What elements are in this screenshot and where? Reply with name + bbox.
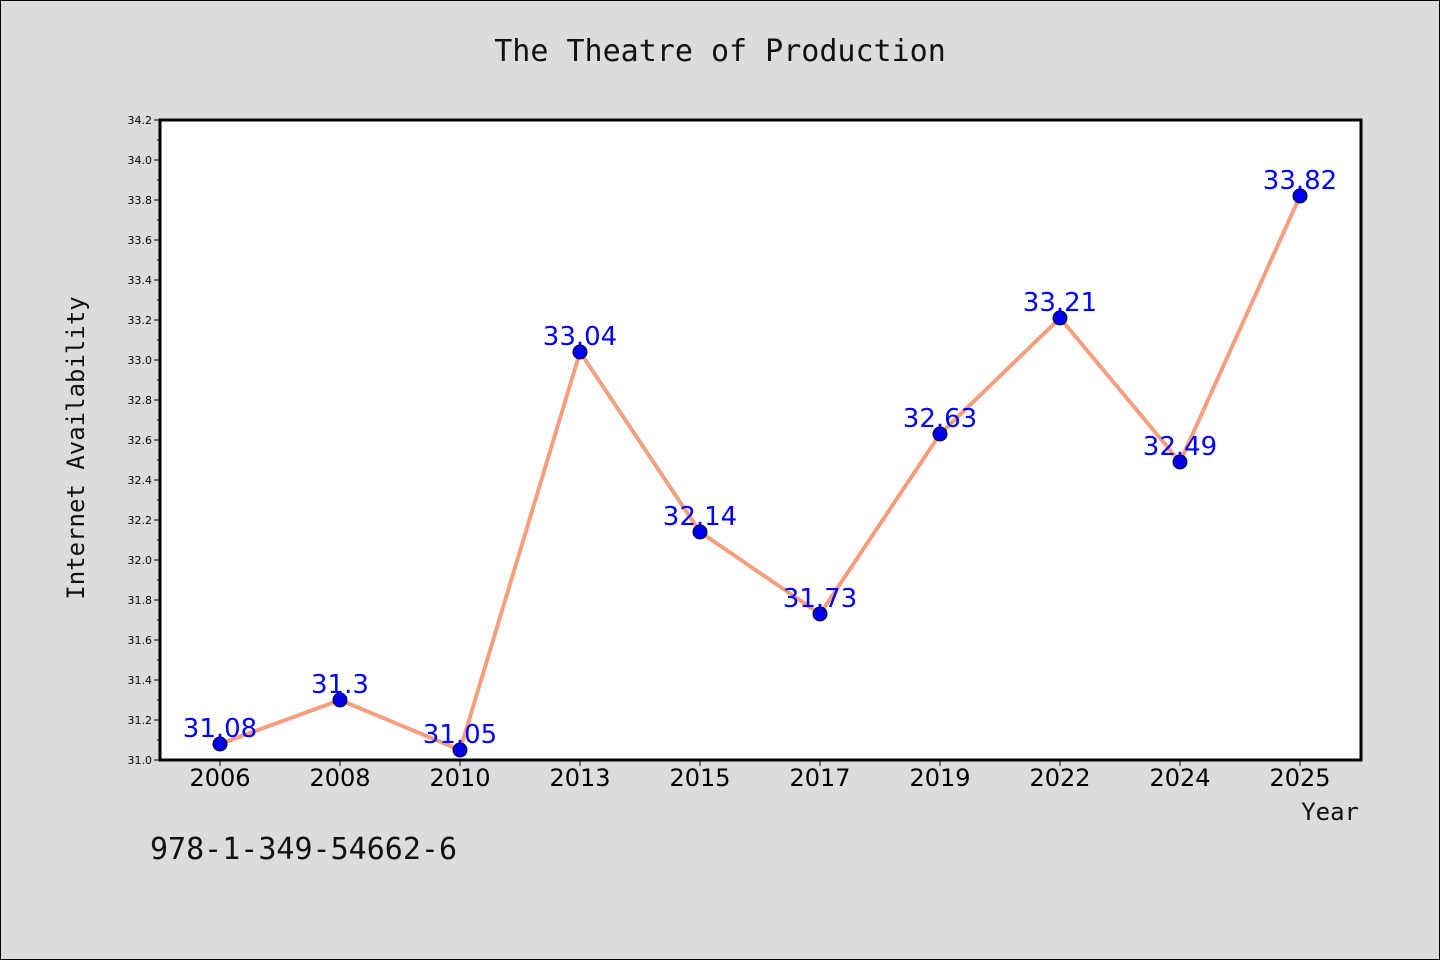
data-point [812,606,828,622]
y-tick-label: 32.8 [128,394,153,407]
data-point [1292,188,1308,204]
y-tick-label: 31.0 [128,754,153,767]
y-tick-label: 32.2 [128,514,153,527]
y-tick-label: 34.0 [128,154,153,167]
data-label: 32.63 [903,404,977,434]
data-point [1052,310,1068,326]
y-tick-label: 31.2 [128,714,153,727]
footer-isbn: 978-1-349-54662-6 [150,832,458,867]
y-tick-label: 32.4 [128,474,153,487]
x-axis: 2006 2008 2010 2013 2015 2017 2019 2022 2024 2025 [189,760,1331,792]
x-tick-label: 2019 [909,764,970,792]
x-tick-label: 2024 [1149,764,1210,792]
x-tick-label: 2022 [1029,764,1090,792]
y-tick-label: 33.4 [128,274,153,287]
data-label: 31.08 [183,714,257,744]
data-label: 32.49 [1143,432,1217,462]
chart-title: The Theatre of Production [494,34,946,69]
data-label: 31.3 [311,670,369,700]
x-axis-label: Year [1301,798,1359,826]
y-tick-label: 33.2 [128,314,153,327]
y-tick-label: 31.8 [128,594,153,607]
y-axis: 31.0 31.2 31.4 31.6 31.8 32.0 32.2 32.4 32.6 32.8… [128,114,160,767]
x-tick-label: 2006 [189,764,250,792]
data-point [932,426,948,442]
data-label: 33.21 [1023,288,1097,318]
x-tick-label: 2025 [1269,764,1330,792]
data-label: 31.05 [423,720,497,750]
data-point [572,344,588,360]
x-tick-label: 2008 [309,764,370,792]
data-label: 32.14 [663,502,737,532]
series: 31.08 31.3 31.05 33.04 32.14 31.73 32.63 33.21 3… [183,166,1337,758]
data-point [1172,454,1188,470]
data-label: 31.73 [783,584,857,614]
y-tick-label: 33.6 [128,234,153,247]
y-tick-label: 34.2 [128,114,153,127]
data-label: 33.04 [543,322,617,352]
x-tick-label: 2013 [549,764,610,792]
data-point [212,736,228,752]
series-line [218,194,1302,752]
y-tick-label: 33.0 [128,354,153,367]
y-tick-label: 32.6 [128,434,153,447]
y-tick-label: 31.6 [128,634,153,647]
data-point [332,692,348,708]
data-point [452,742,468,758]
y-axis-label: Internet Availability [62,296,90,599]
data-point [692,524,708,540]
x-tick-label: 2017 [789,764,850,792]
x-tick-label: 2015 [669,764,730,792]
y-tick-label: 31.4 [128,674,153,687]
y-tick-label: 32.0 [128,554,153,567]
x-tick-label: 2010 [429,764,490,792]
data-label: 33.82 [1263,166,1337,196]
y-tick-label: 33.8 [128,194,153,207]
